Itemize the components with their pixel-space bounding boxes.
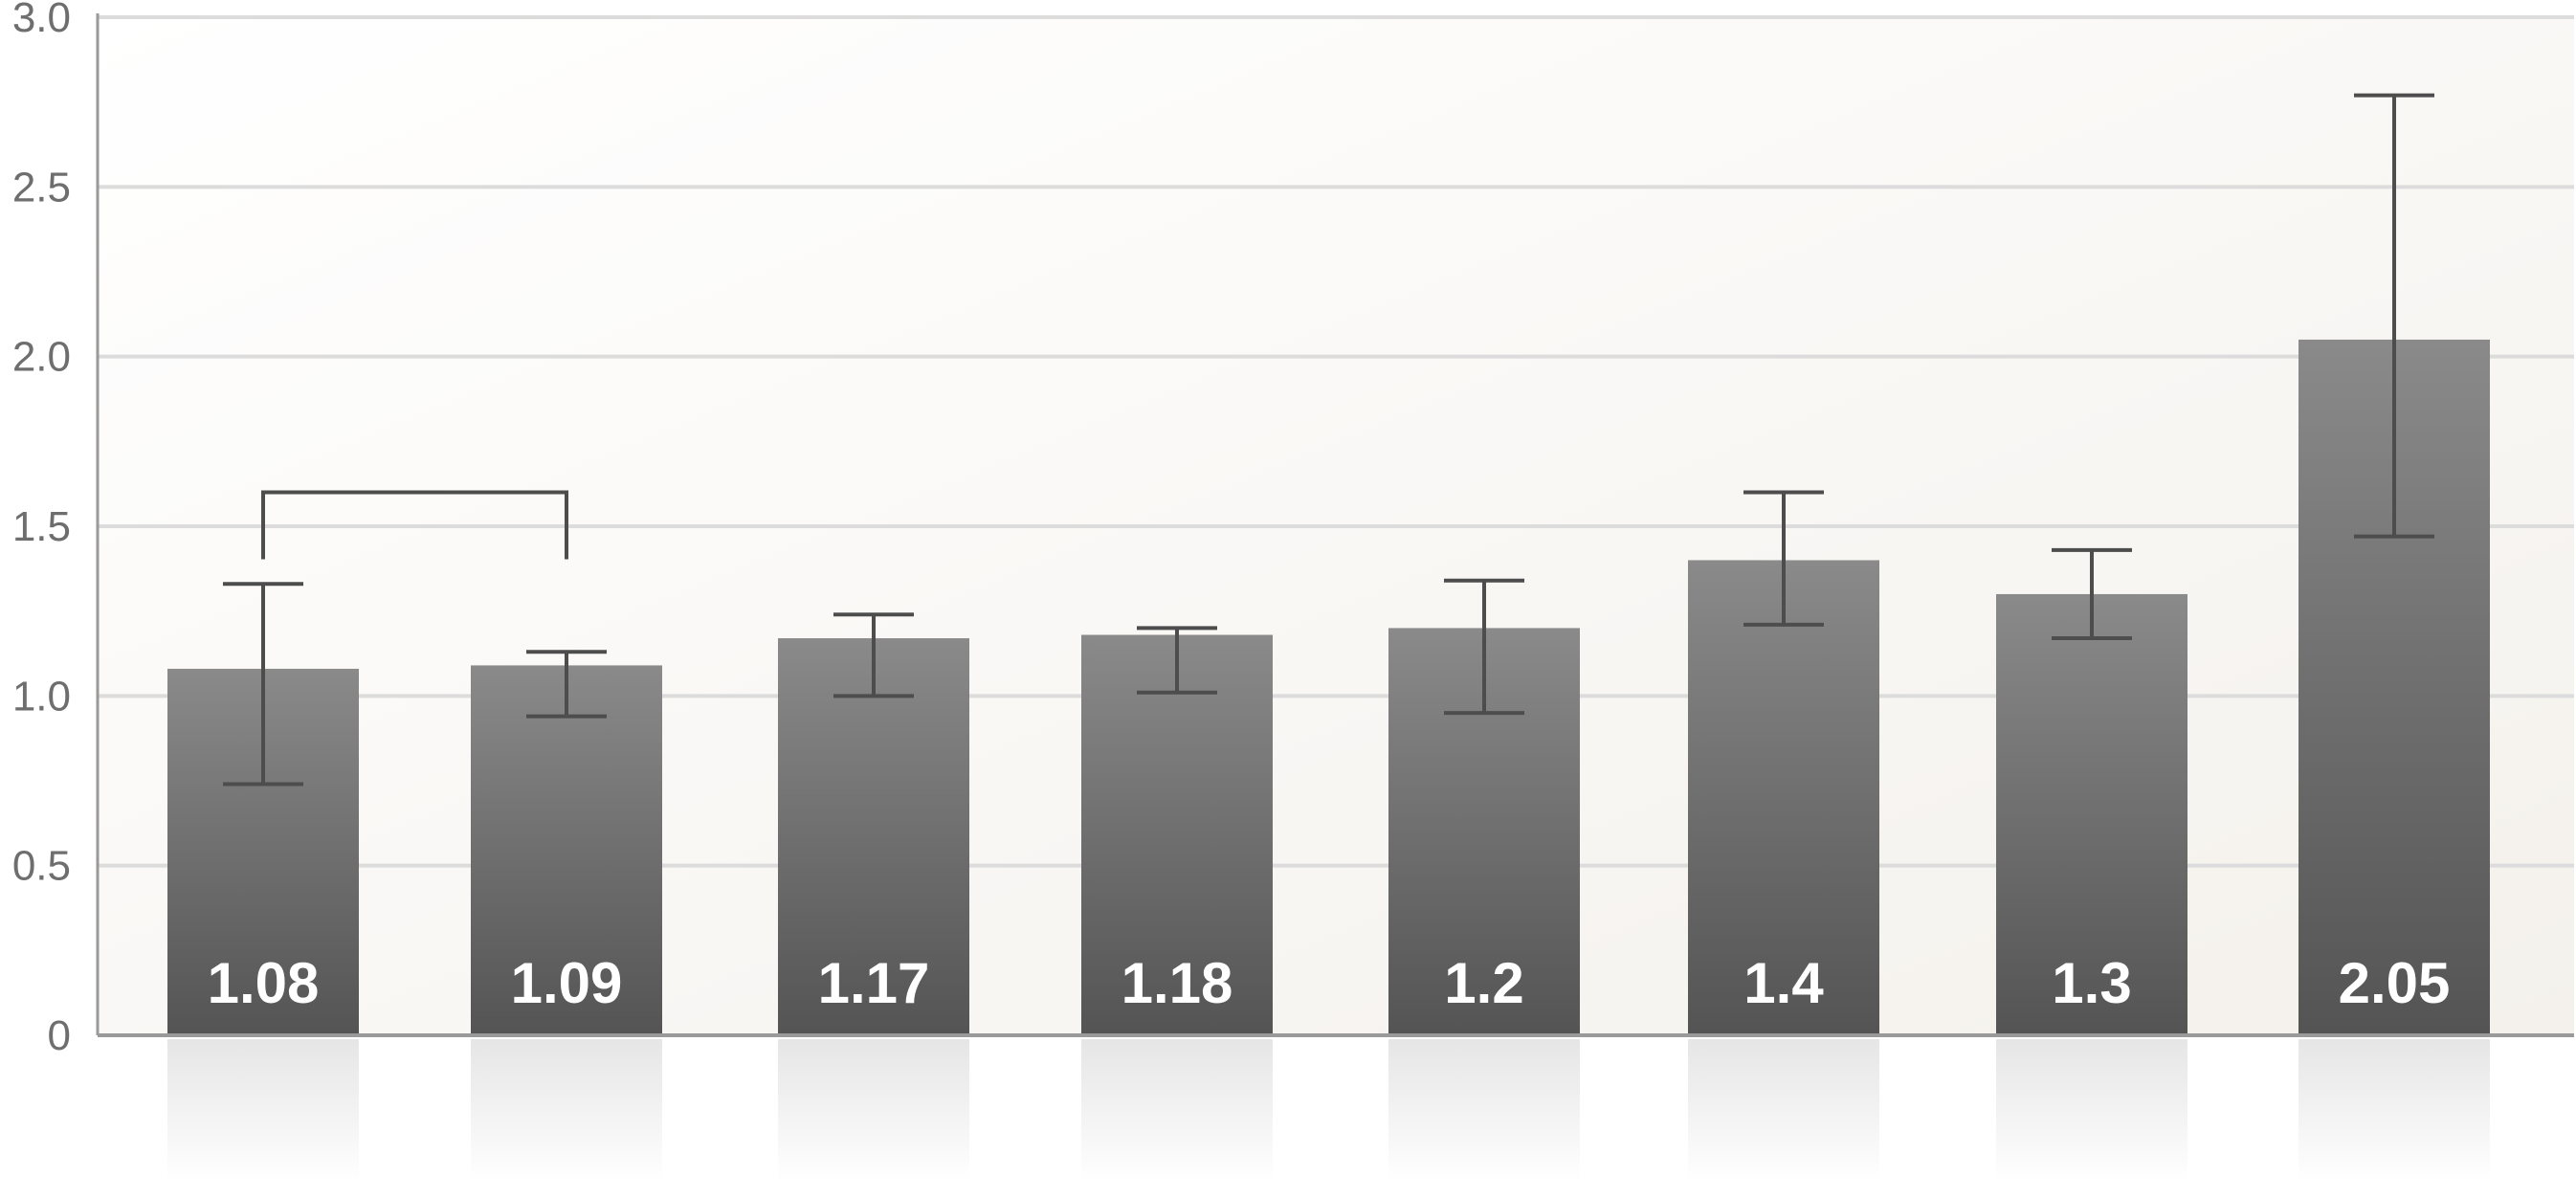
bar-reflection [1388, 1039, 1580, 1183]
bar-value-label: 2.05 [2339, 951, 2451, 1015]
axes [96, 13, 2574, 1037]
y-tick-label: 3.0 [12, 0, 71, 41]
error-bar [2354, 93, 2434, 539]
comparison-brackets [261, 490, 568, 560]
bar-reflection [2298, 1039, 2490, 1183]
error-bar [1743, 490, 1824, 627]
bar-reflection [778, 1039, 969, 1183]
bar-reflection [1688, 1039, 1879, 1183]
y-tick-labels: 0 0.5 1.0 1.5 2.0 2.5 3.0 [12, 0, 71, 1059]
error-bar [1444, 578, 1524, 716]
bar [1688, 560, 1879, 1035]
bars [167, 339, 2490, 1035]
bar-value-label: 1.18 [1121, 951, 1233, 1015]
error-bar [2052, 547, 2132, 641]
y-tick-label: 1.5 [12, 503, 71, 550]
y-tick-label: 0.5 [12, 843, 71, 890]
bar-value-label: 1.2 [1444, 951, 1523, 1015]
error-bars [223, 93, 2434, 787]
error-bar [526, 650, 607, 719]
error-bar [223, 582, 303, 787]
y-tick-label: 2.0 [12, 334, 71, 381]
bar [1081, 634, 1273, 1035]
value-labels: 1.08 1.09 1.17 1.18 1.2 1.4 1.3 2.05 [208, 951, 2451, 1015]
y-tick-label: 0 [48, 1012, 71, 1059]
y-tick-label: 1.0 [12, 673, 71, 720]
bar-reflection [1081, 1039, 1273, 1183]
bar-value-label: 1.4 [1743, 951, 1824, 1015]
error-bar [833, 612, 914, 698]
bar-reflection [1996, 1039, 2187, 1183]
bar [1996, 593, 2187, 1035]
y-tick-label: 2.5 [12, 164, 71, 211]
bar-reflection [167, 1039, 359, 1183]
bar [778, 638, 969, 1035]
bar-reflections [167, 1039, 2490, 1183]
bar-value-label: 1.17 [818, 951, 930, 1015]
bar [471, 665, 662, 1035]
bar-value-label: 1.09 [511, 951, 623, 1015]
comparison-bracket [261, 490, 568, 560]
bar-value-label: 1.08 [208, 951, 320, 1015]
error-bar [1137, 626, 1217, 695]
bar-reflection [471, 1039, 662, 1183]
bar-value-label: 1.3 [2052, 951, 2131, 1015]
